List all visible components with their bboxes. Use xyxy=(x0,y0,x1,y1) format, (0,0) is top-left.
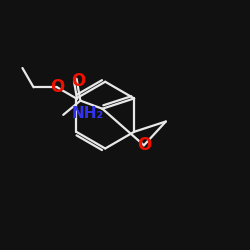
Text: O: O xyxy=(50,78,64,96)
Text: O: O xyxy=(137,136,151,154)
Text: NH₂: NH₂ xyxy=(72,106,104,121)
Text: O: O xyxy=(71,72,85,90)
